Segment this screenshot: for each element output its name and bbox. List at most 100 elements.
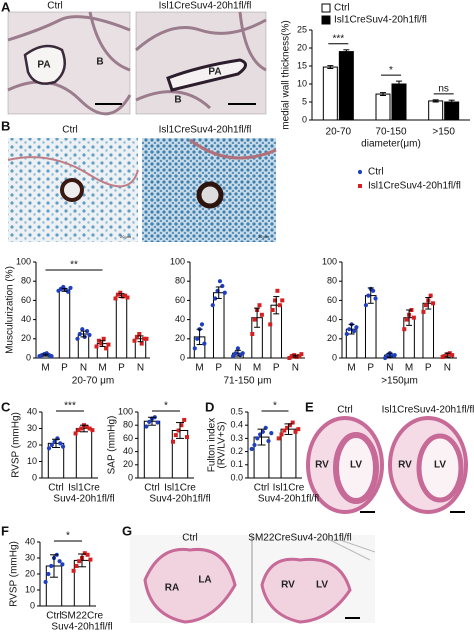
x-tick-label: M (253, 363, 261, 374)
data-point (118, 290, 123, 295)
data-point (85, 329, 90, 334)
x-tick-label: P (367, 363, 374, 374)
data-point (139, 341, 144, 346)
y-tick-label: 30 (25, 552, 35, 562)
data-point (155, 420, 160, 425)
image-label: Ctrl (62, 125, 78, 136)
image-label: Isl1CreSuv4-20h1fl/fl (382, 405, 474, 416)
data-point (351, 329, 357, 334)
data-point (273, 298, 278, 303)
x-tick-label: Suv4-20h1fl/fl (149, 494, 210, 505)
data-point (358, 184, 362, 188)
bar (338, 51, 354, 121)
data-point (147, 419, 152, 424)
panel-letter: B (1, 118, 10, 133)
scale-label: 20 μm (120, 234, 132, 239)
x-tick-label: 20-70 (326, 127, 352, 138)
x-tick-label: M (41, 363, 49, 374)
data-point (280, 298, 285, 303)
data-point (344, 331, 349, 337)
data-point (49, 563, 54, 569)
image-label: RV (398, 460, 412, 471)
bar (143, 420, 161, 479)
image-label: LV (350, 460, 362, 471)
data-point (268, 322, 273, 327)
y-tick-label: 0 (128, 472, 133, 482)
data-point (202, 341, 207, 346)
y-tick-label: 15 (297, 60, 307, 70)
y-tick-label: 0.0 (230, 472, 243, 482)
y-axis-label: RVSP (mmHg) (11, 412, 22, 478)
sig-label: * (389, 65, 393, 76)
data-point (443, 354, 448, 359)
data-point (266, 438, 271, 444)
x-tick-label: Suv4-20h1fl/fl (258, 494, 319, 505)
image-label: RA (165, 583, 179, 594)
y-tick-label: 40 (175, 314, 185, 324)
data-point (74, 564, 79, 568)
histology-b (7, 138, 277, 242)
x-tick-label: P (215, 363, 222, 374)
sig-label: ns (438, 83, 449, 94)
x-tick-label: M (405, 363, 413, 374)
y-axis-label: SAP (mmHg) (107, 416, 118, 475)
data-point (46, 446, 52, 451)
image-label: SM22CreSuv4-20h1fl/fl (248, 533, 351, 544)
data-point (182, 417, 187, 422)
data-point (217, 279, 223, 284)
x-tick-label: N (292, 363, 299, 374)
image-label: PA (37, 60, 50, 71)
y-tick-label: 0.2 (230, 446, 243, 456)
sig-label: ** (70, 260, 78, 271)
x-tick-label: N (80, 363, 87, 374)
data-point (428, 293, 433, 298)
data-point (113, 296, 118, 301)
data-point (195, 336, 200, 341)
sig-label: *** (64, 401, 76, 412)
y-tick-label: 0 (332, 352, 337, 362)
y-tick-label: 60 (327, 295, 337, 305)
data-point (259, 312, 264, 317)
y-tick-label: 0 (26, 352, 31, 362)
data-point (293, 429, 298, 434)
data-point (402, 327, 407, 332)
image-label: RV (281, 580, 295, 591)
y-tick-label: 40 (25, 536, 35, 546)
data-point (68, 285, 73, 291)
data-point (275, 288, 280, 293)
data-point (210, 303, 215, 308)
y-tick-label: 10 (25, 584, 35, 594)
panel-letter: F (1, 523, 9, 538)
x-tick-label: Suv4-20h1fl/fl (53, 494, 114, 505)
image-label: B (96, 57, 103, 68)
data-point (287, 356, 292, 360)
data-point (270, 308, 275, 312)
x-tick-label: P (61, 363, 68, 374)
data-point (220, 283, 225, 289)
image-label: LV (434, 460, 446, 471)
image-label: Isl1CreSuv4-20h1fl/fl (159, 125, 252, 136)
y-tick-label: 25 (297, 24, 307, 34)
y-tick-label: 80 (327, 276, 337, 286)
x-tick-label: M (347, 363, 355, 374)
data-point (90, 428, 95, 433)
data-point (76, 428, 81, 433)
y-tick-label: 0 (32, 472, 37, 482)
x-tick-label: SM22Cre (61, 611, 104, 622)
scale-label: 20 μm (258, 234, 270, 239)
sig-label: * (164, 401, 168, 412)
x-tick-label: M (195, 363, 203, 374)
data-point (411, 315, 416, 320)
data-point (213, 296, 218, 301)
x-tick-label: M (98, 363, 106, 374)
data-point (366, 293, 371, 298)
y-tick-label: 0 (302, 114, 307, 124)
y-axis-label: (RV/LV+S) (217, 421, 228, 468)
data-point (252, 317, 257, 322)
y-tick-label: 10 (297, 78, 307, 88)
data-point (347, 327, 352, 332)
bar (75, 428, 93, 479)
legend-label: Isl1CreSuv4-20h1fl/fl (368, 181, 461, 192)
panel-letter: G (122, 523, 132, 538)
x-tick-label: >150 (432, 127, 455, 138)
